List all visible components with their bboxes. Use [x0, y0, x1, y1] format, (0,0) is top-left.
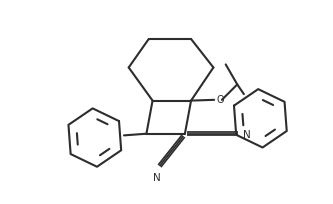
Text: O: O — [216, 95, 224, 104]
Text: N: N — [243, 129, 251, 139]
Text: N: N — [153, 172, 161, 182]
